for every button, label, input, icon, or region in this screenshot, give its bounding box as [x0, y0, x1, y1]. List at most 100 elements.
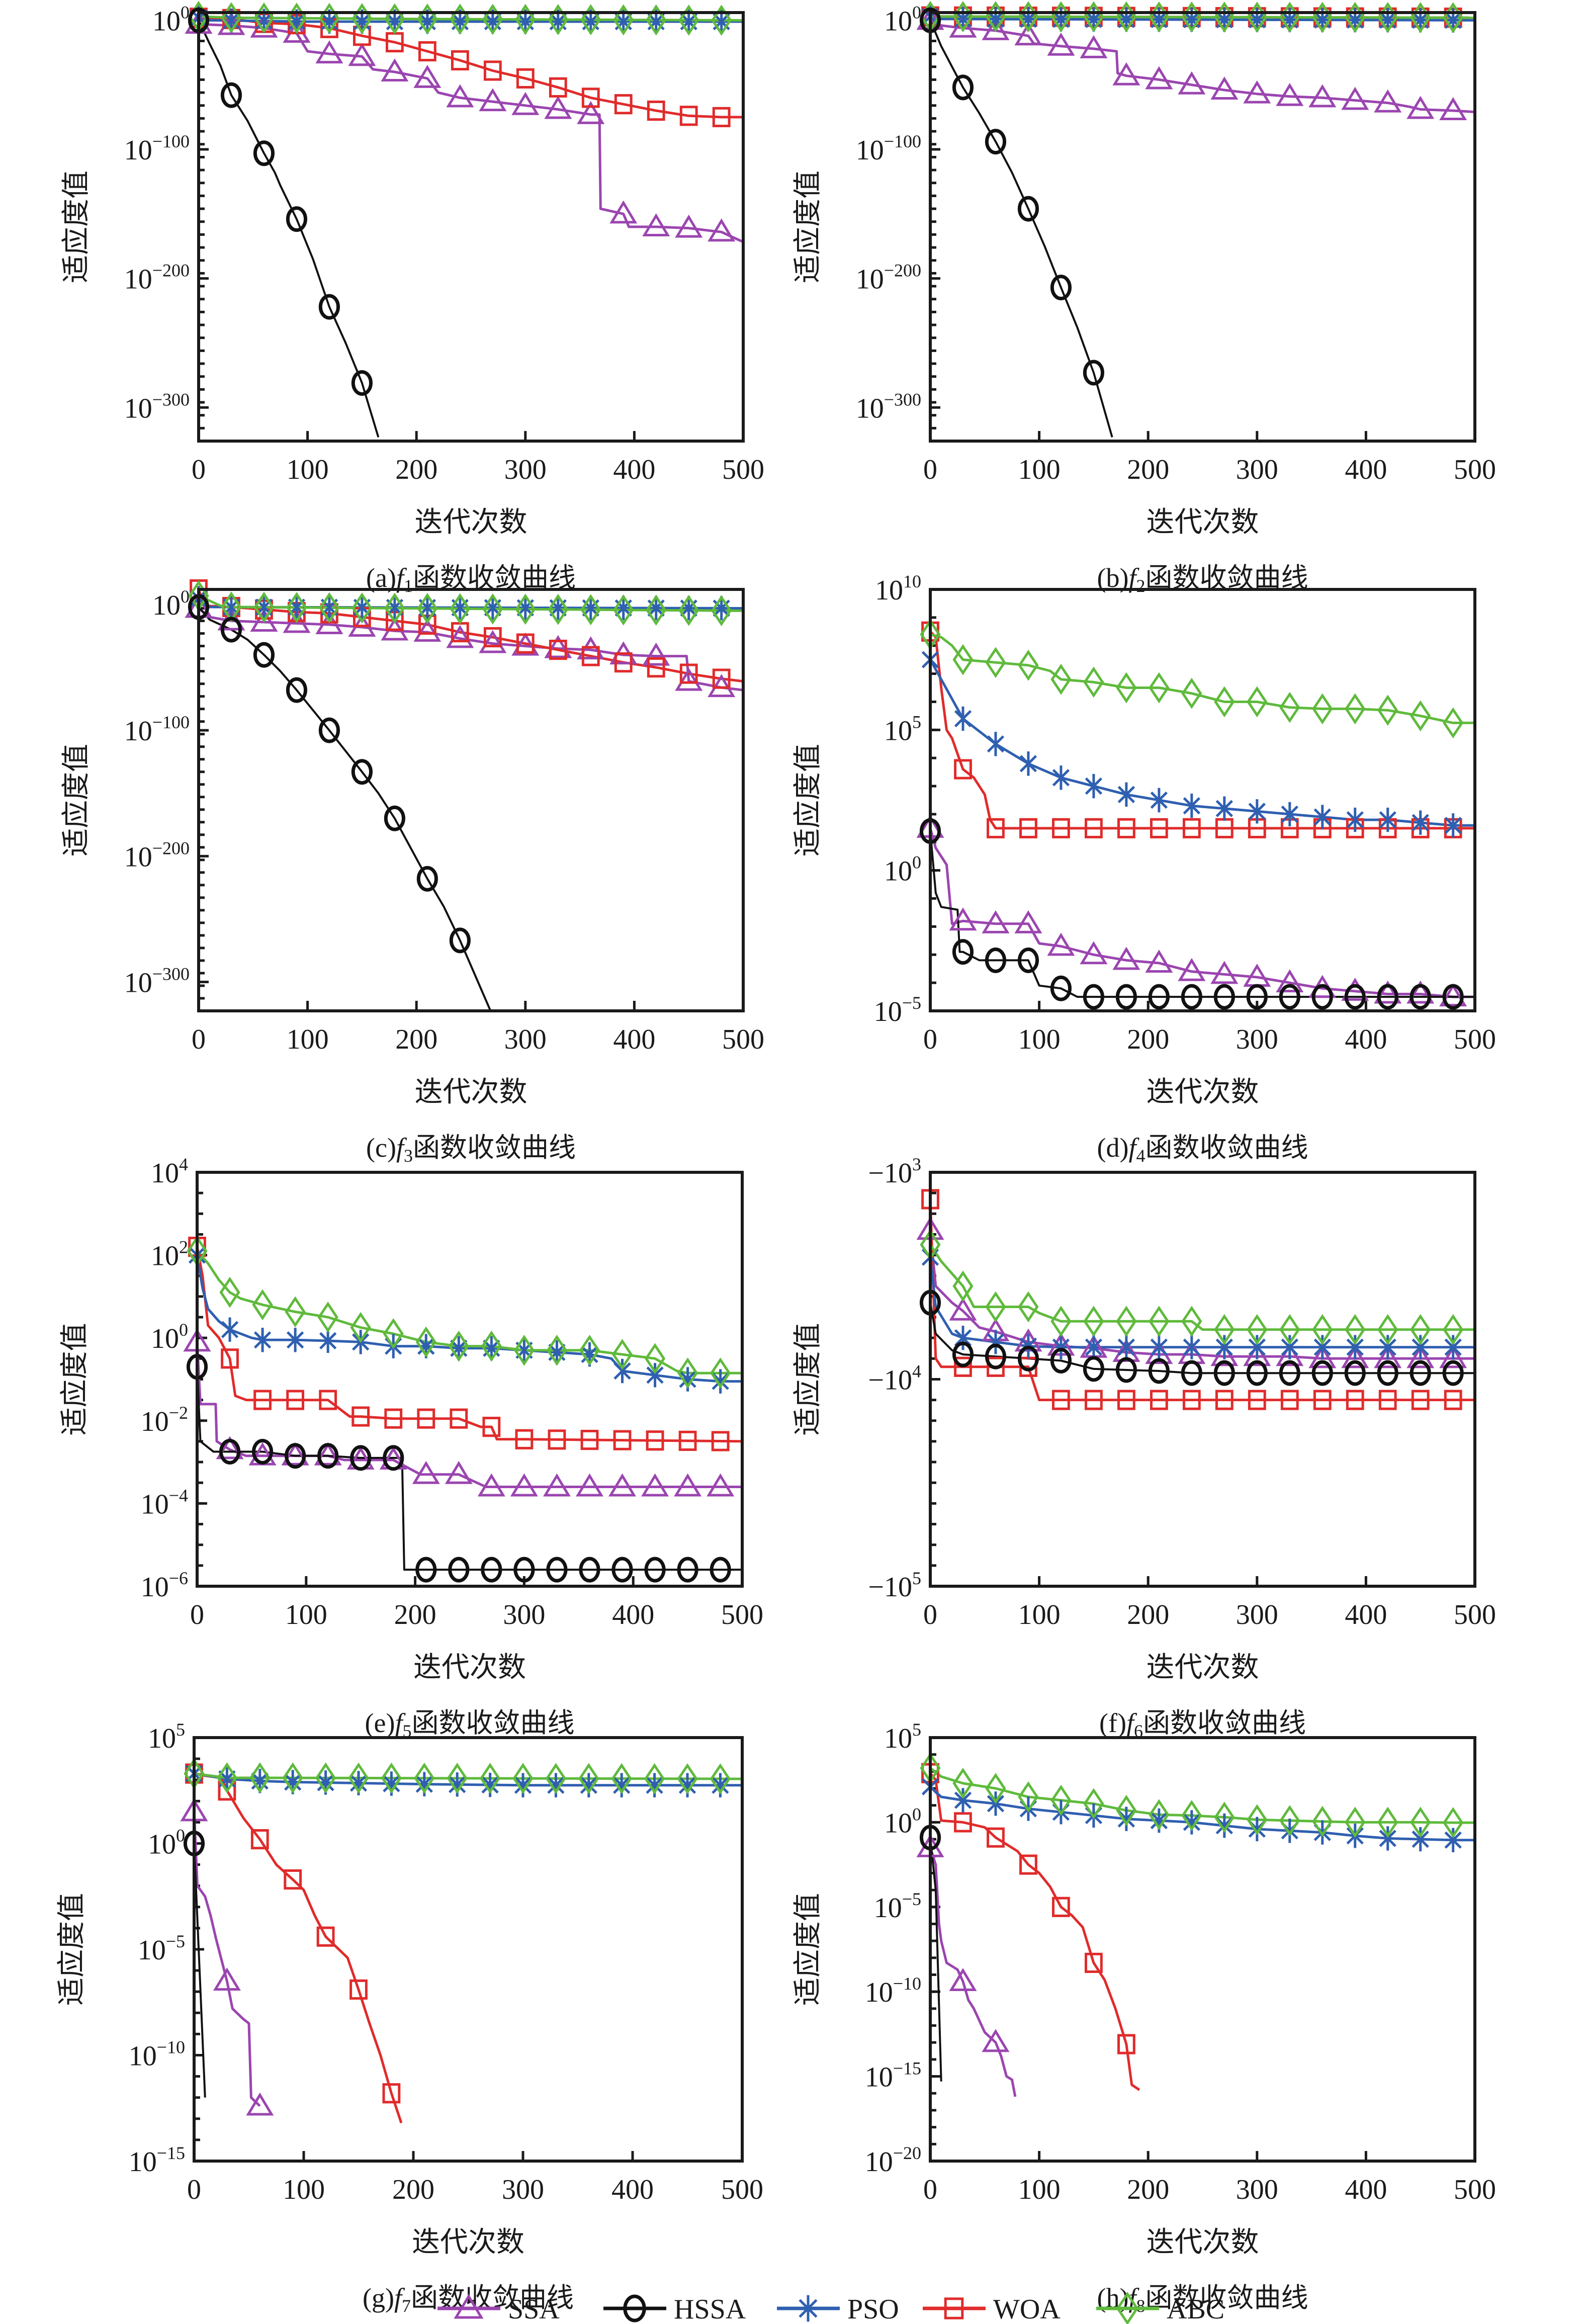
marker-abc: [985, 647, 1006, 678]
x-axis-title: 迭代次数: [1147, 1077, 1259, 1108]
marker-woa: [483, 627, 502, 648]
marker-abc: [677, 1763, 698, 1794]
marker-abc: [285, 1296, 306, 1328]
marker-abc: [1018, 649, 1039, 681]
y-tick-label: 10−6: [141, 1568, 188, 1603]
marker-pso: [253, 1328, 272, 1352]
marker-hssa: [384, 805, 405, 831]
marker-hssa: [481, 1557, 502, 1583]
legend-item-woa: WOA: [923, 2294, 1061, 2324]
marker-ssa: [1439, 1345, 1467, 1368]
marker-hssa: [1311, 1360, 1333, 1386]
marker-pso: [954, 1788, 972, 1813]
marker-abc: [249, 1762, 271, 1793]
marker-abc: [384, 592, 405, 624]
marker-pso: [1215, 1335, 1233, 1359]
x-tick-label: 400: [1345, 1599, 1387, 1630]
y-axis-title: 适应度值: [59, 1323, 91, 1436]
x-tick-label: 100: [1018, 1024, 1061, 1055]
marker-abc: [1345, 693, 1366, 725]
marker-abc: [1443, 1314, 1464, 1345]
marker-woa: [646, 1430, 664, 1451]
marker-abc: [1050, 663, 1072, 695]
marker-abc: [1181, 677, 1202, 709]
marker-hssa: [253, 140, 275, 166]
marker-hssa: [1017, 1345, 1039, 1371]
y-tick-label: 10−5: [138, 1931, 185, 1966]
marker-ssa: [1080, 941, 1108, 965]
y-tick-label: 10−200: [856, 261, 921, 295]
marker-woa: [954, 759, 972, 780]
marker-hssa: [710, 1557, 731, 1583]
marker-hssa: [416, 866, 438, 892]
marker-woa: [482, 1417, 501, 1437]
marker-ssa: [1014, 910, 1042, 933]
marker-ssa: [412, 1460, 440, 1484]
legend-diamond-icon: [1116, 2291, 1139, 2324]
marker-abc: [711, 5, 732, 36]
x-axis-title: 迭代次数: [415, 1077, 527, 1108]
marker-pso: [1346, 1335, 1364, 1359]
marker-abc: [1377, 1806, 1398, 1838]
y-tick-label: 10−300: [124, 964, 190, 998]
marker-ssa: [544, 635, 572, 658]
marker-abc: [253, 591, 275, 623]
series-line-ssa: [929, 19, 1475, 114]
series-line-abc: [194, 1772, 742, 1780]
marker-hssa: [1279, 984, 1300, 1010]
series-lines: [193, 1772, 742, 2123]
y-tick-label: 100: [148, 1826, 185, 1860]
marker-pso: [1183, 793, 1201, 818]
y-tick-label: 100: [152, 2, 190, 37]
marker-abc: [482, 4, 503, 35]
marker-hssa: [546, 1557, 568, 1583]
series-lines: [929, 1199, 1475, 1402]
marker-ssa: [213, 1967, 241, 1991]
y-tick-label: 10−10: [865, 1973, 921, 2008]
marker-abc: [1116, 672, 1137, 704]
marker-woa: [483, 60, 502, 81]
marker-woa: [711, 1431, 730, 1451]
marker-woa: [679, 663, 698, 684]
marker-abc: [348, 1762, 369, 1794]
marker-woa: [351, 1406, 370, 1427]
marker-abc: [678, 5, 699, 36]
y-tick-label: 102: [151, 1237, 188, 1272]
marker-hssa: [1083, 984, 1104, 1010]
marker-pso: [712, 1369, 729, 1394]
marker-hssa: [350, 1445, 372, 1471]
series-line-woa: [929, 1199, 1475, 1402]
y-tick-label: 10−4: [141, 1485, 188, 1520]
series-markers: [183, 1235, 735, 1583]
x-tick-label: 300: [1236, 454, 1278, 485]
marker-woa: [382, 2083, 401, 2104]
marker-abc: [1181, 1800, 1202, 1831]
marker-abc: [1345, 1806, 1366, 1838]
marker-hssa: [251, 1439, 274, 1465]
series-lines: [196, 1246, 742, 1571]
marker-ssa: [1145, 66, 1173, 90]
series-line-abc: [930, 633, 1475, 724]
x-tick-label: 100: [283, 2174, 325, 2205]
marker-abc: [319, 592, 340, 624]
marker-abc: [1116, 1306, 1137, 1337]
plot-frame: [197, 588, 745, 1012]
marker-ssa: [510, 1473, 538, 1497]
marker-pso: [1412, 1827, 1429, 1852]
marker-woa: [647, 657, 665, 678]
marker-abc: [1116, 1794, 1137, 1826]
marker-woa: [614, 94, 633, 115]
x-tick-label: 0: [923, 1024, 937, 1055]
marker-woa: [417, 1408, 435, 1429]
x-tick-label: 300: [504, 1024, 547, 1055]
marker-abc: [1279, 1314, 1300, 1345]
marker-ssa: [281, 1442, 309, 1466]
marker-pso: [1215, 796, 1233, 821]
legend-label: SSA: [508, 2294, 560, 2324]
marker-ssa: [1112, 946, 1140, 970]
series-line-abc: [929, 1767, 1475, 1824]
marker-hssa: [952, 74, 974, 101]
marker-abc: [580, 594, 601, 626]
y-tick-label: 10−5: [874, 1889, 921, 1924]
marker-hssa: [1311, 984, 1333, 1010]
